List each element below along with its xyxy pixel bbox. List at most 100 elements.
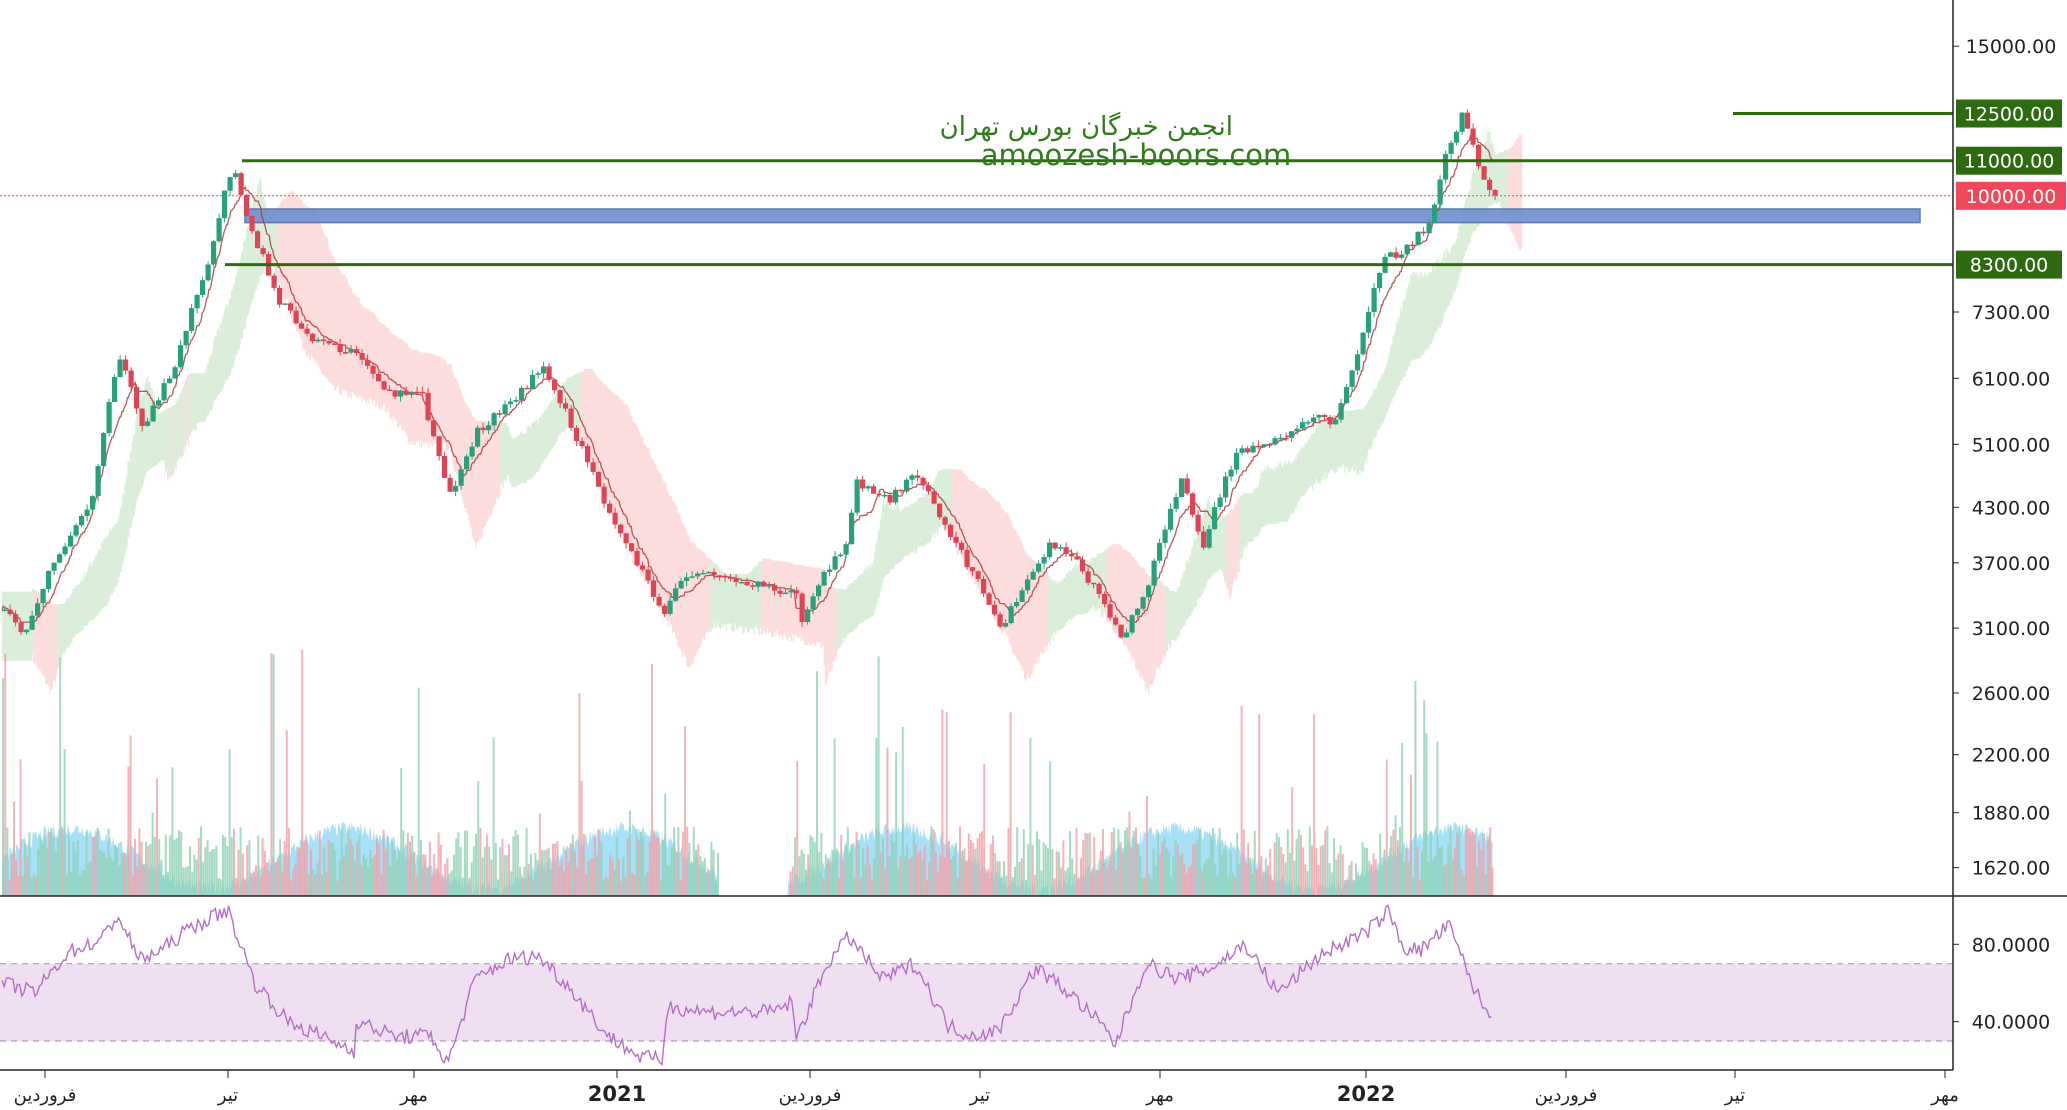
volume-bar: [380, 873, 383, 896]
cloud-slice: [877, 531, 879, 599]
candle-body: [134, 386, 140, 409]
candle-body: [189, 308, 195, 331]
cloud-slice: [235, 276, 237, 356]
cloud-slice: [393, 335, 395, 418]
cloud-slice: [1414, 273, 1416, 360]
cloud-slice: [1278, 462, 1280, 523]
time-axis: فروردین تیر مهر 2021 فروردین تیر مهر 2022 فروردی…: [14, 1070, 1959, 1106]
cloud-slice: [503, 423, 505, 480]
volume-bar: [217, 878, 220, 896]
volume-bar: [589, 859, 592, 896]
cloud-slice: [1117, 544, 1119, 635]
volume-bar: [43, 836, 46, 896]
cloud-slice: [1512, 145, 1514, 236]
cloud-slice: [924, 494, 927, 546]
cloud-slice: [1157, 578, 1159, 670]
candle-body: [282, 303, 288, 305]
cloud-slice: [1127, 552, 1129, 651]
volume-bar: [237, 849, 240, 896]
candle-body: [590, 462, 596, 472]
cloud-slice: [654, 464, 656, 597]
volume-bar: [688, 842, 691, 896]
candle-body: [1327, 417, 1333, 425]
cloud-slice: [354, 294, 356, 396]
cloud-slice: [707, 557, 709, 633]
volume-bar: [466, 830, 469, 896]
cloud-slice: [594, 374, 597, 473]
volume-bar: [565, 849, 568, 896]
cloud-slice: [1440, 261, 1443, 324]
cloud-slice: [587, 368, 589, 457]
cloud-slice: [313, 207, 315, 360]
cloud-slice: [1272, 469, 1274, 524]
cloud-slice: [208, 356, 211, 412]
cloud-slice: [838, 588, 840, 649]
volume-bar: [288, 828, 290, 896]
cloud-slice: [732, 574, 734, 631]
cloud-slice: [1059, 581, 1061, 631]
volume-bar: [24, 843, 26, 896]
volume-bar: [1269, 849, 1272, 896]
cloud-slice: [912, 503, 915, 553]
cloud-slice: [241, 251, 244, 338]
volume-bar: [1449, 826, 1452, 896]
volume-bar: [842, 859, 845, 896]
volume-bar: [173, 839, 176, 896]
candle-body: [728, 577, 734, 579]
cloud-slice: [731, 574, 733, 632]
volume-bar: [87, 862, 90, 896]
cloud-slice: [446, 364, 448, 452]
cloud-slice: [482, 421, 484, 529]
cloud-slice: [285, 196, 288, 299]
cloud-slice: [643, 443, 645, 583]
volume-bar: [241, 853, 244, 896]
cloud-slice: [843, 589, 845, 643]
cloud-slice: [1027, 555, 1029, 674]
volume-bar: [699, 856, 702, 896]
cloud-slice: [448, 364, 450, 445]
cloud-slice: [775, 560, 777, 636]
cloud-slice: [649, 454, 652, 596]
volume-bar: [646, 871, 649, 896]
cloud-slice: [1018, 536, 1020, 662]
cloud-slice: [1292, 461, 1294, 514]
cloud-slice: [880, 513, 883, 589]
cloud-slice: [574, 374, 576, 429]
cloud-slice: [682, 524, 685, 655]
candle-body: [519, 387, 525, 400]
cloud-slice: [710, 560, 712, 633]
cloud-slice: [83, 572, 85, 626]
volume-bar: [1108, 855, 1111, 896]
cloud-slice: [555, 393, 557, 443]
cloud-slice: [329, 251, 332, 383]
candle-body: [849, 512, 855, 545]
volume-bar: [1020, 858, 1023, 896]
volume-bar: [1238, 863, 1241, 896]
volume-bar: [292, 868, 295, 896]
cloud-slice: [1419, 271, 1422, 359]
cloud-slice: [779, 561, 781, 636]
volume-bar: [1462, 874, 1465, 896]
cloud-slice: [160, 411, 162, 461]
cloud-slice: [279, 204, 281, 283]
candle-body: [40, 589, 46, 604]
volume-bar: [486, 834, 488, 896]
volume-bar: [1306, 871, 1309, 896]
volume-bar: [327, 840, 330, 896]
cloud-slice: [1282, 466, 1284, 522]
candle-body: [1250, 445, 1256, 453]
cloud-slice: [1031, 559, 1033, 675]
cloud-slice: [1391, 346, 1393, 403]
cloud-slice: [125, 481, 127, 553]
candle-body: [502, 404, 508, 415]
cloud-slice: [192, 373, 194, 430]
cloud-slice: [1129, 552, 1131, 653]
volume-bar: [1460, 869, 1463, 896]
cloud-slice: [1352, 410, 1355, 471]
cloud-slice: [1353, 409, 1356, 472]
cloud-slice: [1040, 565, 1042, 653]
volume-bar: [578, 693, 581, 896]
cloud-slice: [389, 331, 391, 418]
volume-bar: [1388, 856, 1390, 896]
candle-body: [854, 479, 860, 513]
